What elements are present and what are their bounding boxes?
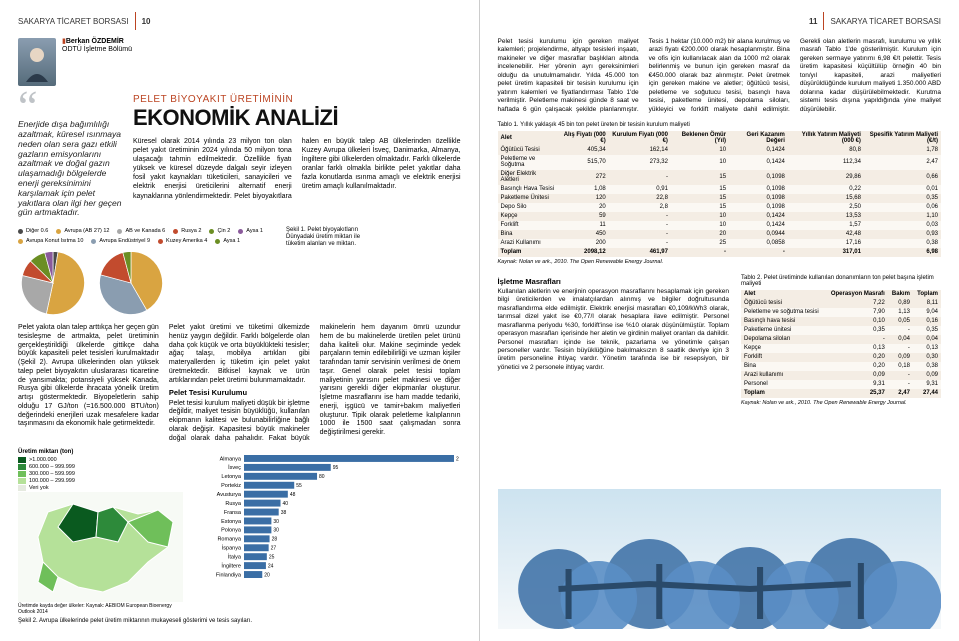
svg-text:İsveç: İsveç — [228, 465, 241, 472]
author-box: ▮Berkan ÖZDEMİR ODTÜ İşletme Bölümü — [18, 38, 461, 86]
svg-text:30: 30 — [273, 519, 279, 525]
svg-text:40: 40 — [283, 501, 289, 507]
title-small: PELET BİYOYAKIT ÜRETİMİNİN — [133, 94, 461, 105]
chart2-map — [18, 492, 183, 602]
author-avatar — [18, 38, 56, 86]
article-top: “ Enerjide dışa bağımlılığı azaltmak, kü… — [18, 94, 461, 218]
quote-column: “ Enerjide dışa bağımlılığı azaltmak, kü… — [18, 94, 123, 218]
svg-text:230: 230 — [456, 457, 459, 463]
title-intro-column: PELET BİYOYAKIT ÜRETİMİNİN EKONOMİK ANAL… — [133, 94, 461, 218]
chart2-legend: >1.000.000600.000 – 999.999300.000 – 599… — [18, 457, 188, 491]
title-big: EKONOMİK ANALİZİ — [133, 105, 461, 131]
page-header-left: SAKARYA TİCARET BORSASI 10 — [18, 12, 461, 30]
intro-text: Küresel olarak 2014 yılında 23 milyon to… — [133, 137, 461, 201]
chart2-wrapper: Üretim miktarı (ton) >1.000.000600.000 –… — [18, 449, 461, 615]
right-intro-text: Pelet tesisi kurulumu için gereken maliy… — [498, 38, 942, 114]
svg-text:Fransa: Fransa — [224, 510, 242, 516]
svg-text:28: 28 — [272, 537, 278, 543]
chart1-pie-right — [96, 248, 166, 318]
page-number-right: 11 — [809, 17, 817, 26]
chart1-legend-top: Diğer 0.6Avrupa (AB 27) 12AB ve Kanada 6… — [18, 228, 278, 234]
svg-text:Polonya: Polonya — [221, 528, 242, 534]
author-name: Berkan ÖZDEMİR — [66, 38, 124, 45]
svg-text:Almanya: Almanya — [220, 457, 242, 463]
svg-text:İngiltere: İngiltere — [221, 563, 241, 570]
author-name-block: ▮Berkan ÖZDEMİR ODTÜ İşletme Bölümü — [62, 38, 132, 55]
table1-caption: Tablo 1. Yıllık yaklaşık 45 bin ton pele… — [498, 122, 942, 128]
chart2-bars: Almanya 230 İsveç 95 Letonya 80 Portekiz 55 Avus… — [194, 449, 459, 584]
svg-text:Rusya: Rusya — [225, 501, 242, 507]
svg-text:95: 95 — [333, 466, 339, 472]
mag-title-right: SAKARYA TİCARET BORSASI — [830, 17, 941, 26]
mag-title: SAKARYA TİCARET BORSASI — [18, 17, 129, 26]
header-divider-right — [823, 12, 824, 30]
chart1-caption: Şekil 1. Pelet biyoyakıtların Dünyadaki … — [286, 227, 366, 249]
svg-text:80: 80 — [319, 475, 325, 481]
page-header-right: 11 SAKARYA TİCARET BORSASI — [498, 12, 942, 30]
body-left-text: Pelet yakıta olan talep arttıkça her geç… — [18, 324, 461, 443]
table1: AletAlış Fiyatı (000 €)Kurulum Fiyatı (0… — [498, 131, 942, 257]
page-left: SAKARYA TİCARET BORSASI 10 ▮Berkan ÖZDEM… — [0, 0, 480, 641]
svg-text:İspanya: İspanya — [222, 545, 242, 552]
svg-text:55: 55 — [296, 483, 302, 489]
table2: AletOperasyon MasrafıBakımToplamÖğütücü … — [741, 290, 941, 398]
svg-text:Finlandiya: Finlandiya — [216, 573, 242, 579]
svg-text:20: 20 — [264, 573, 270, 579]
svg-text:Avusturya: Avusturya — [217, 492, 242, 498]
svg-text:Estonya: Estonya — [221, 519, 242, 525]
svg-text:30: 30 — [273, 528, 279, 534]
author-affil: ODTÜ İşletme Bölümü — [62, 46, 132, 54]
pull-quote: Enerjide dışa bağımlılığı azaltmak, küre… — [18, 120, 123, 218]
chart1-pie-left — [18, 248, 88, 318]
svg-text:48: 48 — [290, 492, 296, 498]
svg-text:Portekiz: Portekiz — [221, 483, 241, 489]
header-divider — [135, 12, 136, 30]
chart2-legend-title: Üretim miktarı (ton) — [18, 449, 188, 455]
svg-text:25: 25 — [269, 555, 275, 561]
chart1-wrapper: Diğer 0.6Avrupa (AB 27) 12AB ve Kanada 6… — [18, 224, 461, 318]
svg-text:24: 24 — [268, 564, 274, 570]
table2-source: Kaynak: Nolan ve ark., 2010. The Open Re… — [741, 400, 941, 406]
svg-text:27: 27 — [271, 546, 277, 552]
chart2-overlay: Üretimde kayda değer ülkeler: Kaynak: AE… — [18, 604, 188, 615]
svg-text:Letonya: Letonya — [221, 475, 242, 481]
bottom-photo — [498, 489, 942, 629]
table2-caption: Tablo 2. Pelet üretiminde kullanılan don… — [741, 275, 941, 287]
chart2-caption: Şekil 2. Avrupa ülkelerinde pelet üretim… — [18, 618, 461, 625]
quote-mark-icon: “ — [18, 94, 123, 120]
right-mid-title: İşletme Masrafları — [498, 277, 730, 286]
svg-text:İtalya: İtalya — [228, 554, 242, 561]
chart1-legend-bottom: Avrupa Konut Isıtma 10Avrupa Endüstriyel… — [18, 238, 278, 244]
svg-text:38: 38 — [281, 510, 287, 516]
page-number-left: 10 — [142, 17, 151, 26]
svg-text:Romanya: Romanya — [217, 537, 241, 543]
right-mid-text: Kullanılan aletlerin ve enerjinin operas… — [498, 288, 730, 372]
page-right: 11 SAKARYA TİCARET BORSASI Pelet tesisi … — [480, 0, 959, 641]
